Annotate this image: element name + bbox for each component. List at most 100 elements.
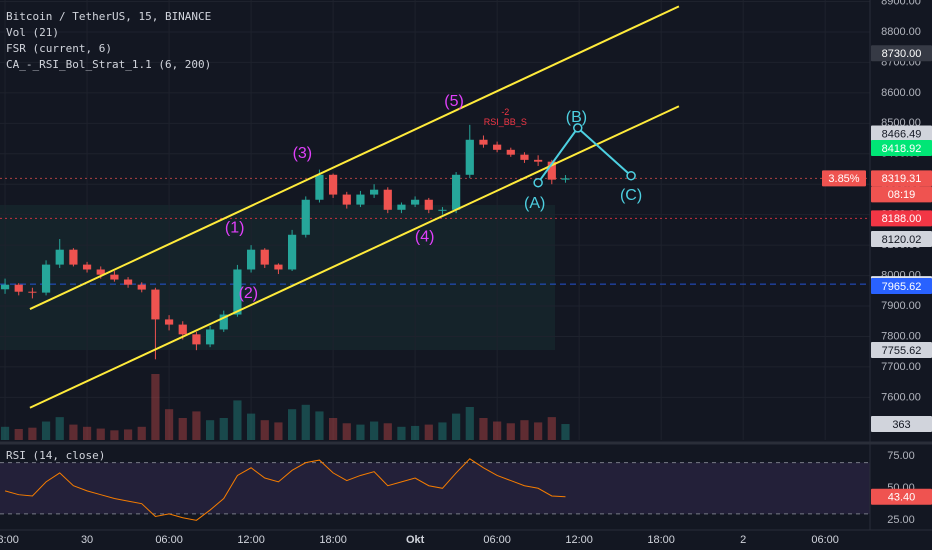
volume-bar <box>479 418 488 440</box>
wave-annotation: (C) <box>620 187 642 204</box>
x-tick-label: 18:00 <box>319 534 347 546</box>
change-tag <box>822 170 866 187</box>
candle-body <box>164 319 174 325</box>
countdown-tag-label: 08:19 <box>888 189 916 201</box>
volume-bar <box>28 427 37 440</box>
x-tick-label: 06:00 <box>483 534 511 546</box>
x-tick-label: 30 <box>81 534 93 546</box>
candle-body <box>82 264 92 270</box>
volume-bar <box>301 404 310 440</box>
y-tick-label: 7700.00 <box>881 361 921 373</box>
volume-bar <box>55 417 64 440</box>
y-tick-label: 8900.00 <box>881 0 921 7</box>
volume-bar <box>520 420 529 440</box>
change-tag-label: 3.85% <box>828 173 859 185</box>
volume-bar <box>561 424 570 440</box>
volume-tag <box>871 416 932 433</box>
candle-body <box>465 139 474 175</box>
price-tag <box>871 231 932 248</box>
indicator-label: FSR (current, 6) <box>6 42 112 55</box>
rsi-line <box>4 458 566 521</box>
candle-body <box>274 264 283 270</box>
countdown-tag <box>871 186 932 203</box>
candle-body <box>69 249 78 265</box>
volume-bar <box>178 418 187 440</box>
candle-body <box>0 284 10 290</box>
volume-bar <box>506 423 515 440</box>
candle-body <box>205 329 215 345</box>
volume-bar <box>452 413 461 440</box>
volume-bar <box>0 426 10 440</box>
current-price-tag <box>871 170 932 187</box>
candle-body <box>301 199 310 235</box>
x-tick-label: 18:00 <box>0 534 19 546</box>
candle-body <box>123 279 133 285</box>
candle-body <box>479 139 488 145</box>
rsi-pane <box>0 458 870 521</box>
candle-body <box>424 199 433 210</box>
x-tick-label: 12:00 <box>237 534 265 546</box>
candle-body <box>178 324 187 335</box>
rsi-title: RSI (14, close) <box>6 449 105 462</box>
volume-bar <box>547 417 556 440</box>
price-tag-label: 7965.62 <box>882 281 922 293</box>
price-tag-label: 8730.00 <box>882 48 922 60</box>
candle-body <box>219 314 228 330</box>
trend-vertex <box>573 123 583 133</box>
price-tag-label: 7755.62 <box>882 345 922 357</box>
y-tick-label: 8800.00 <box>881 26 921 38</box>
candle-body <box>452 174 461 210</box>
candle-body <box>342 194 351 205</box>
price-tag-label: 8418.92 <box>882 143 922 155</box>
x-tick-label: 06:00 <box>811 534 839 546</box>
wave-annotation: (1) <box>225 219 245 236</box>
x-tick-label: 06:00 <box>155 534 183 546</box>
volume-bar <box>82 426 92 440</box>
volume-bar <box>534 422 543 440</box>
trend-vertex <box>533 177 543 188</box>
volume-bar <box>96 428 105 440</box>
candle-body <box>315 174 324 200</box>
candle-body <box>233 269 242 315</box>
x-tick-label: 18:00 <box>647 534 675 546</box>
candle-body <box>383 189 392 210</box>
candle-body <box>534 159 543 162</box>
volume-bar <box>424 424 433 440</box>
candle-body <box>370 189 379 195</box>
plot-layer <box>0 0 870 521</box>
rsi-tag-label: 43.40 <box>888 492 916 504</box>
volume-bar <box>110 430 119 440</box>
volume-bar <box>315 411 324 440</box>
candle-body <box>28 291 37 293</box>
volume-bar <box>137 426 146 440</box>
candle-body <box>561 178 570 180</box>
volume-bar <box>356 424 365 440</box>
candle-body <box>260 249 269 265</box>
volume-bar <box>246 413 256 440</box>
candle-body <box>137 284 146 290</box>
volume-bar <box>370 421 379 440</box>
volume-tag-label: 363 <box>892 419 910 431</box>
price-tag <box>871 278 932 295</box>
rsi-band <box>0 462 870 514</box>
volume-bar <box>274 422 283 440</box>
volume-bar <box>411 425 420 440</box>
price-tag-label: 8120.02 <box>882 234 922 246</box>
candle-body <box>329 174 338 195</box>
wave-annotation: (B) <box>566 109 587 126</box>
y-tick-label: 75.00 <box>887 450 915 462</box>
candle-body <box>493 144 502 150</box>
price-tag-label: 8466.49 <box>882 128 922 140</box>
x-tick-label: 2 <box>740 534 746 546</box>
indicator-label: Vol (21) <box>6 26 59 39</box>
volume-bar <box>205 420 215 440</box>
symbol-title: Bitcoin / TetherUS, 15, BINANCE <box>6 10 211 23</box>
volume-bar <box>69 424 78 440</box>
candle-body <box>41 264 51 293</box>
volume-bar <box>465 407 474 440</box>
wave-annotation: (2) <box>239 285 259 302</box>
candle-body <box>356 194 365 205</box>
candle-body <box>14 284 23 292</box>
wave-annotation: (A) <box>524 195 545 212</box>
